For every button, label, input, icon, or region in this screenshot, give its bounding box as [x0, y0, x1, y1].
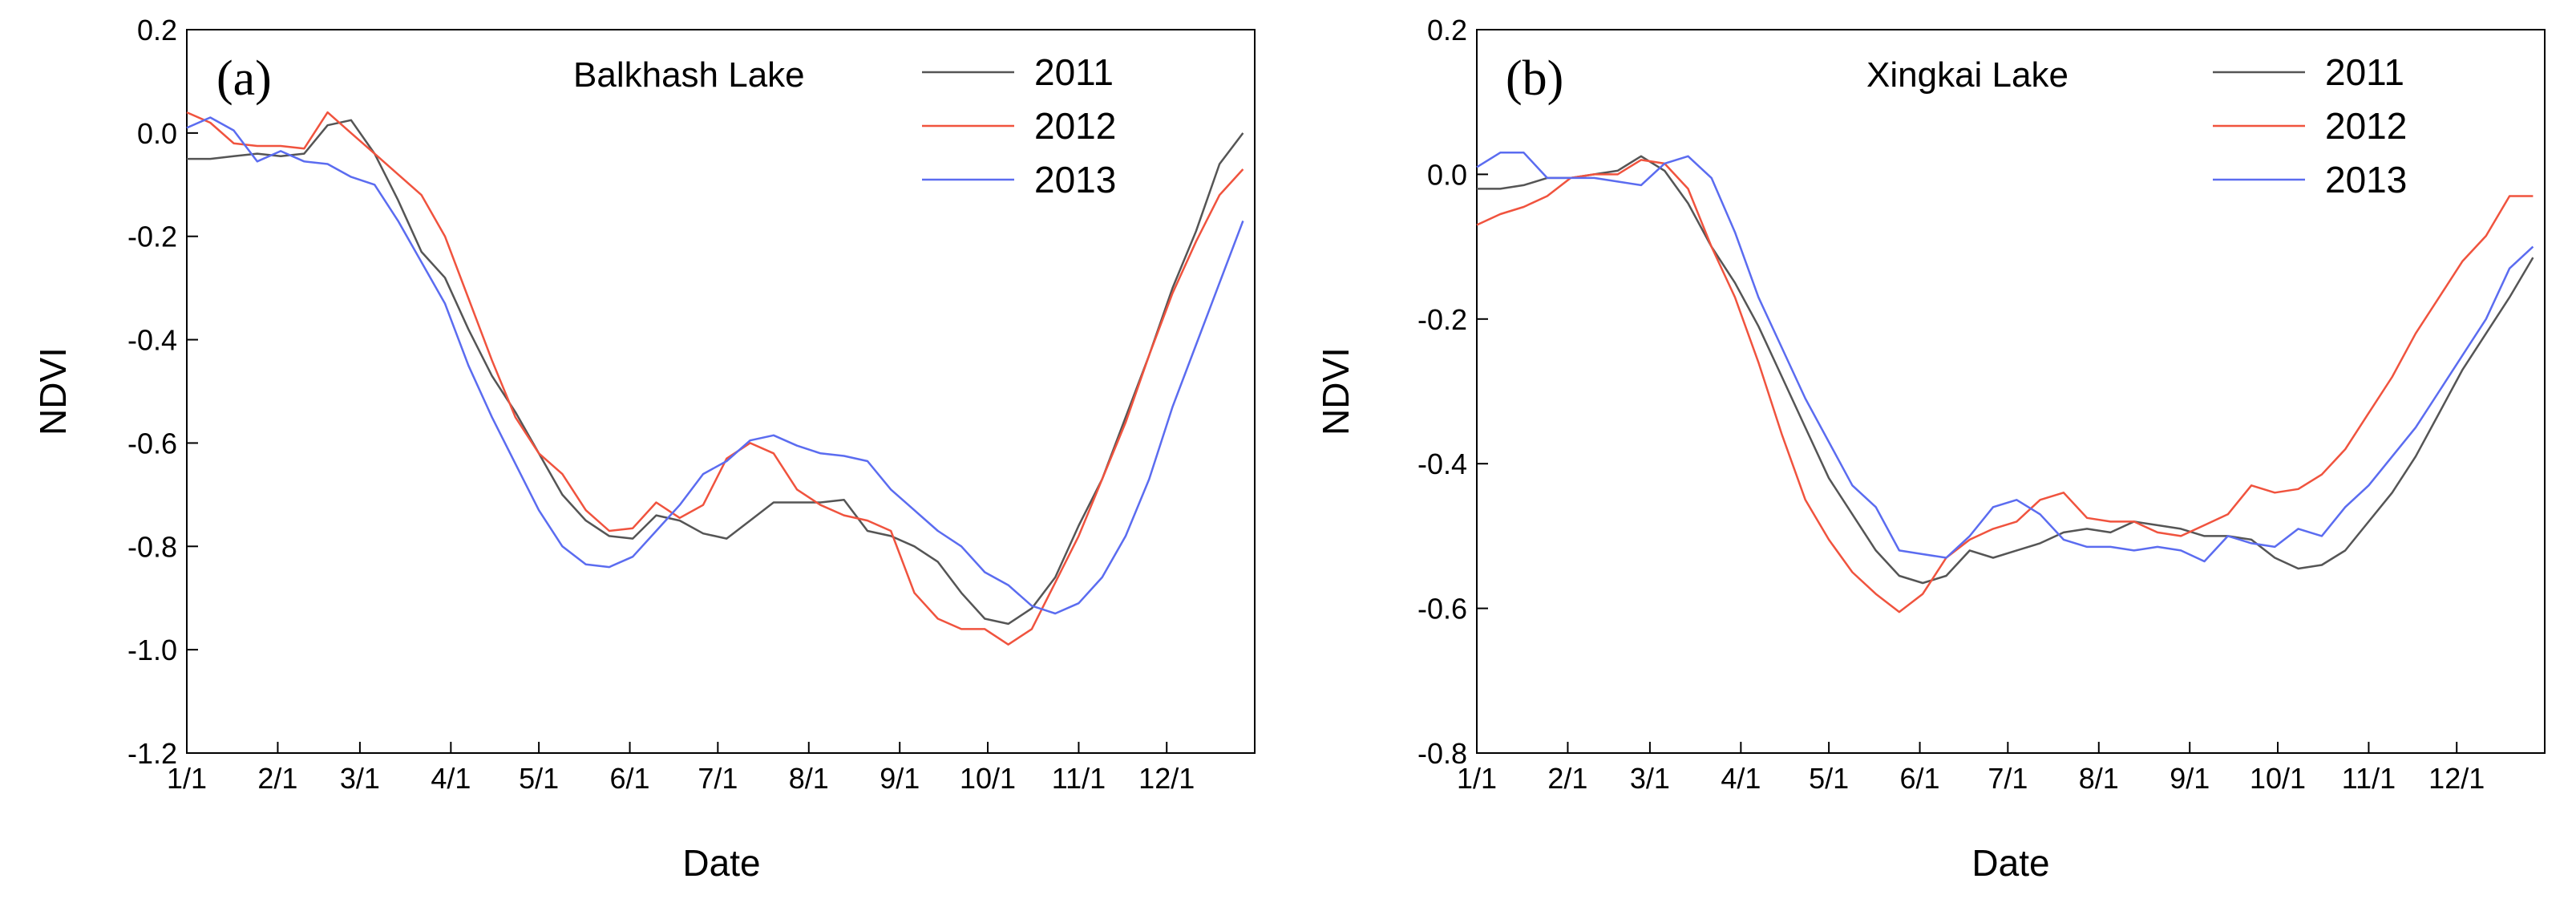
- panel-b-legend: 2011 2012 2013: [2213, 51, 2407, 200]
- panel-a-legend: 2011 2012 2013: [922, 51, 1116, 200]
- panel-b-label: (b): [1506, 51, 1563, 106]
- panel-b-x-tick-label: 6/1: [1900, 762, 1940, 795]
- panel-b-x-tick-label: 8/1: [2079, 762, 2119, 795]
- panel-a-y-tick-label: -0.8: [127, 530, 177, 563]
- panel-a-axis-ticks: -1.2 -1.0 -0.8 -0.6 -0.4 -0.2 0.0 0.2 1/1 2/1 3/1 4…: [127, 14, 1195, 795]
- panel-b-x-axis-title: Date: [1971, 842, 2049, 884]
- panel-a-x-tick-label: 5/1: [519, 762, 559, 795]
- panel-b-x-tick-label: 1/1: [1457, 762, 1497, 795]
- panel-b-y-tick-label: 0.0: [1427, 158, 1467, 191]
- panel-a-y-tick-label: -1.0: [127, 634, 177, 666]
- panel-b-x-tick-label: 11/1: [2342, 762, 2396, 795]
- panel-b-y-tick-label: -0.2: [1417, 303, 1467, 336]
- panel-a-legend-label-2012: 2012: [1034, 105, 1116, 147]
- panel-b-axis-ticks: -0.8 -0.6 -0.4 -0.2 0.0 0.2 1/1 2/1 3/1 4/1 5/1 6/1…: [1417, 14, 2485, 795]
- panel-b-plot-frame: [1476, 29, 2546, 754]
- panel-b-series-line-2013: [1476, 152, 2534, 563]
- panel-b-x-tick-label: 3/1: [1630, 762, 1670, 795]
- panel-a-plot-frame: [186, 29, 1256, 754]
- panel-b-x-tick-label: 12/1: [2428, 762, 2485, 795]
- panel-a-label: (a): [216, 51, 272, 106]
- panel-b-series-line-2012: [1476, 159, 2534, 614]
- panel-b-x-tick-label: 7/1: [1988, 762, 2028, 795]
- panel-a-x-axis-title: Date: [682, 842, 760, 884]
- panel-a-y-tick-label: -1.2: [127, 737, 177, 770]
- panel-b-legend-label-2013: 2013: [2325, 159, 2407, 200]
- panel-a-y-axis-title: NDVI: [32, 347, 74, 435]
- panel-a-series-line-2012: [186, 111, 1244, 646]
- panel-b-legend-label-2012: 2012: [2325, 105, 2407, 147]
- panel-a-x-tick-label: 1/1: [167, 762, 207, 795]
- panel-b-x-tick-label: 2/1: [1547, 762, 1587, 795]
- panel-a-legend-label-2011: 2011: [1034, 51, 1114, 93]
- panel-a-x-tick-label: 10/1: [960, 762, 1016, 795]
- panel-a-x-tick-label: 7/1: [698, 762, 738, 795]
- panel-a-series-line-2011: [187, 119, 1244, 626]
- panel-b-lake-title: Xingkai Lake: [1866, 55, 2068, 95]
- panel-a-y-tick-label: 0.0: [137, 117, 177, 150]
- panel-a-x-tick-label: 6/1: [610, 762, 650, 795]
- panel-a-series-lines: [186, 111, 1244, 646]
- panel-a-x-tick-label: 12/1: [1138, 762, 1195, 795]
- panel-b-x-tick-label: 5/1: [1809, 762, 1849, 795]
- panel-a-x-tick-label: 9/1: [880, 762, 920, 795]
- panel-a-y-tick-label: -0.4: [127, 324, 177, 357]
- panel-b-y-axis-title: NDVI: [1315, 347, 1357, 435]
- panel-a-x-tick-label: 8/1: [789, 762, 829, 795]
- panel-a-x-tick-label: 3/1: [340, 762, 380, 795]
- panel-b-xingkai-lake: (b) Xingkai Lake Date NDVI -0.8-0.6-0.4-…: [1315, 14, 2546, 884]
- panel-a-x-tick-label: 4/1: [431, 762, 471, 795]
- panel-a-y-tick-label: -0.2: [127, 221, 177, 253]
- panel-a-legend-label-2013: 2013: [1034, 159, 1116, 200]
- panel-b-x-tick-label: 9/1: [2170, 762, 2210, 795]
- panel-b-x-tick-label: 10/1: [2250, 762, 2306, 795]
- panel-a-y-tick-label: 0.2: [137, 14, 177, 47]
- panel-b-legend-label-2011: 2011: [2325, 51, 2404, 93]
- panel-a-series-line-2013: [186, 116, 1244, 615]
- panel-a-x-tick-label: 11/1: [1052, 762, 1106, 795]
- panel-b-series-line-2011: [1477, 155, 2534, 585]
- panel-a-balkhash-lake: (a) Balkhash Lake Date NDVI -1.2 -1.0 -0.8…: [32, 14, 1256, 884]
- panel-b-y-tick-label: -0.4: [1417, 447, 1467, 480]
- panel-b-x-tick-label: 4/1: [1721, 762, 1761, 795]
- panel-b-series-lines: [1476, 152, 2534, 614]
- panel-b-y-tick-label: -0.6: [1417, 593, 1467, 626]
- panel-a-lake-title: Balkhash Lake: [573, 55, 805, 95]
- panel-a-y-tick-label: -0.6: [127, 427, 177, 460]
- panel-b-y-tick-label: 0.2: [1427, 14, 1467, 47]
- panel-b-y-tick-label: -0.8: [1417, 737, 1467, 770]
- panel-a-x-tick-label: 2/1: [257, 762, 297, 795]
